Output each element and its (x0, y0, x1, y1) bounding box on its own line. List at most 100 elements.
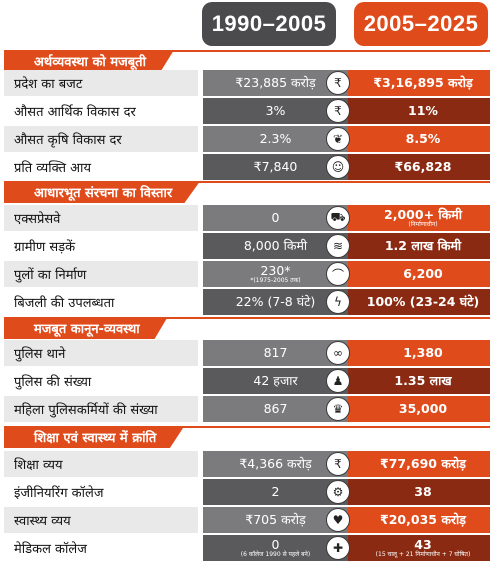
value-2005-2025: 6,200 (348, 261, 490, 287)
section-rule (4, 50, 490, 52)
money-bag-icon: ₹ (326, 71, 350, 95)
table-row: औसत कृषि विकास दर 2.3% ❦ 8.5% (4, 126, 490, 152)
old-value-text: 2.3% (259, 131, 292, 147)
table-row: महिला पुलिसकर्मियों की संख्या 867 ♛ 35,000 (4, 396, 490, 422)
value-2005-2025: 1,380 (348, 340, 490, 366)
section-title: शिक्षा एवं स्वास्थ्य में क्रांति (4, 426, 185, 448)
table-row: पुलों का निर्माण 230* *(1975-2005 तक) ⌒ 6,20… (4, 261, 490, 287)
new-value-text: ₹3,16,895 करोड़ (373, 75, 473, 91)
row-label: पुलिस थाने (4, 340, 198, 366)
value-2005-2025: 8.5% (348, 126, 490, 152)
old-value-text: 42 हजार (253, 373, 298, 389)
table-row: एक्सप्रेसवे 0 ⛟ 2,000+ किमी (निर्माणाधीन) (4, 205, 490, 231)
health-icon: ♥ (326, 508, 350, 532)
old-value-text: 2 (271, 484, 280, 500)
value-2005-2025: 1.2 लाख किमी (348, 233, 490, 259)
growth-coin-icon: ₹ (326, 99, 350, 123)
table-row: स्वास्थ्य व्यय ₹705 करोड़ ♥ ₹20,035 करोड़ (4, 507, 490, 533)
new-value-text: 100% (23-24 घंटे) (366, 294, 480, 310)
value-1990-2005: 42 हजार (203, 368, 348, 394)
engineer-icon: ⚙ (326, 480, 350, 504)
new-value-text: 43 (414, 536, 432, 552)
value-2005-2025: 100% (23-24 घंटे) (348, 289, 490, 315)
value-2005-2025: ₹77,690 करोड़ (348, 451, 490, 477)
period-header-1990-2005: 1990–2005 (202, 2, 336, 46)
new-value-text: ₹66,828 (394, 159, 452, 175)
table-row: बिजली की उपलब्धता 22% (7-8 घंटे) ϟ 100% (23… (4, 289, 490, 315)
row-label: महिला पुलिसकर्मियों की संख्या (4, 396, 198, 422)
table-row: पुलिस थाने 817 ∞ 1,380 (4, 340, 490, 366)
section-header: शिक्षा एवं स्वास्थ्य में क्रांति (4, 426, 490, 448)
road-icon: ≋ (326, 234, 350, 258)
table-row: इंजीनियरिंग कॉलेज 2 ⚙ 38 (4, 479, 490, 505)
row-label: शिक्षा व्यय (4, 451, 198, 477)
row-label: बिजली की उपलब्धता (14, 296, 115, 311)
row-label: औसत आर्थिक विकास दर (14, 105, 136, 120)
value-2005-2025: ₹20,035 करोड़ (348, 507, 490, 533)
old-value-note: (6 कॉलेज 1990 से पहले बने) (240, 550, 311, 558)
value-1990-2005: 2 (203, 479, 348, 505)
value-2005-2025: 35,000 (348, 396, 490, 422)
new-value-text: 11% (408, 103, 438, 119)
value-2005-2025: 2,000+ किमी (निर्माणाधीन) (348, 205, 490, 231)
old-value-text: 230* (260, 262, 291, 278)
table-row: पुलिस की संख्या 42 हजार ♟ 1.35 लाख (4, 368, 490, 394)
row-label: पुलों का निर्माण (4, 261, 198, 287)
value-2005-2025: 43 (15 चालू + 21 निर्माणाधीन + 7 घोषित) (348, 535, 490, 561)
row-label: पुलिस की संख्या (14, 375, 92, 390)
car-icon: ⛟ (326, 206, 350, 230)
value-1990-2005: 0 (203, 205, 348, 231)
new-value-text: 6,200 (403, 266, 443, 282)
new-value-text: ₹20,035 करोड़ (380, 512, 466, 528)
section-rule (4, 426, 490, 428)
lightning-icon: ϟ (326, 290, 350, 314)
old-value-text: ₹23,885 करोड़ (235, 75, 316, 91)
doctor-icon: ✚ (326, 536, 350, 560)
person-income-icon: ☺ (326, 155, 350, 179)
value-1990-2005: 817 (203, 340, 348, 366)
table-row: मेडिकल कॉलेज 0 (6 कॉलेज 1990 से पहले बने) ✚… (4, 535, 490, 561)
section-header: आधारभूत संरचना का विस्तार (4, 181, 490, 203)
section-title: मजबूत कानून-व्यवस्था (4, 317, 168, 339)
row-label: इंजीनियरिंग कॉलेज (14, 486, 104, 501)
value-2005-2025: ₹3,16,895 करोड़ (348, 70, 490, 96)
old-value-text: ₹7,840 (253, 159, 298, 175)
old-value-text: 22% (7-8 घंटे) (235, 294, 316, 310)
crop-icon: ❦ (326, 127, 350, 151)
table-row: प्रति व्यक्ति आय ₹7,840 ☺ ₹66,828 (4, 154, 490, 180)
new-value-text: 38 (414, 484, 432, 500)
new-value-note: (निर्माणाधीन) (408, 220, 438, 228)
old-value-text: 3% (265, 103, 286, 119)
bridge-icon: ⌒ (326, 262, 350, 286)
row-label: ग्रामीण सड़कें (14, 240, 76, 255)
value-1990-2005: 22% (7-8 घंटे) (203, 289, 348, 315)
old-value-text: 817 (263, 345, 288, 361)
new-value-text: 1.2 लाख किमी (384, 238, 462, 254)
new-value-text: 1.35 लाख (394, 373, 452, 389)
table-row: शिक्षा व्यय ₹4,366 करोड़ ₹ ₹77,690 करोड़ (4, 451, 490, 477)
section-rule (4, 317, 490, 319)
section-title: अर्थव्यवस्था को मजबूती (4, 50, 174, 72)
section-rule (4, 181, 490, 183)
policewoman-icon: ♛ (326, 397, 350, 421)
row-label: प्रदेश का बजट (4, 70, 198, 96)
section-header: मजबूत कानून-व्यवस्था (4, 317, 490, 339)
value-1990-2005: 8,000 किमी (203, 233, 348, 259)
value-1990-2005: ₹7,840 (203, 154, 348, 180)
value-2005-2025: 1.35 लाख (348, 368, 490, 394)
period-header-2005-2025: 2005–2025 (354, 2, 488, 46)
section-header: अर्थव्यवस्था को मजबूती (4, 50, 490, 72)
table-row: औसत आर्थिक विकास दर 3% ₹11% (4, 98, 490, 124)
rupee-icon: ₹ (326, 452, 350, 476)
value-1990-2005: 230* *(1975-2005 तक) (203, 261, 348, 287)
old-value-text: ₹4,366 करोड़ (239, 456, 312, 472)
row-label: मेडिकल कॉलेज (14, 542, 87, 557)
old-value-text: 867 (263, 401, 288, 417)
row-label: औसत कृषि विकास दर (4, 126, 198, 152)
value-1990-2005: 2.3% (203, 126, 348, 152)
old-value-text: 0 (271, 210, 280, 226)
row-label: प्रति व्यक्ति आय (14, 161, 91, 176)
new-value-text: 35,000 (398, 401, 448, 417)
table-row: ग्रामीण सड़कें 8,000 किमी ≋ 1.2 लाख किमी (4, 233, 490, 259)
table-row: प्रदेश का बजट ₹23,885 करोड़ ₹ ₹3,16,895 करो… (4, 70, 490, 96)
